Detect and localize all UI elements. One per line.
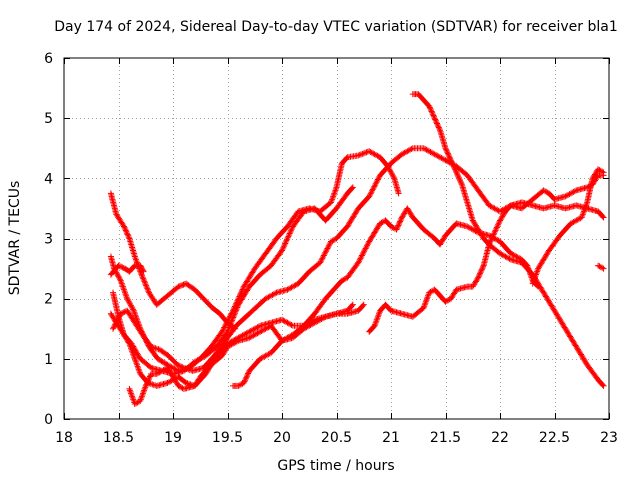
x-tick-label: 22.5 bbox=[539, 430, 570, 446]
x-tick-label: 19 bbox=[164, 430, 182, 446]
marker-trace bbox=[595, 262, 607, 272]
x-tick-label: 21.5 bbox=[430, 430, 461, 446]
y-tick-label: 0 bbox=[44, 412, 53, 428]
y-tick-label: 2 bbox=[44, 292, 53, 308]
x-tick-label: 23 bbox=[600, 430, 618, 446]
x-tick-label: 20 bbox=[273, 430, 291, 446]
data-points bbox=[107, 91, 607, 407]
series-trace-8 bbox=[230, 301, 356, 389]
marker-trace bbox=[409, 91, 607, 389]
x-tick-label: 21 bbox=[382, 430, 400, 446]
y-tick-label: 6 bbox=[44, 51, 53, 67]
series-trace-10 bbox=[409, 91, 607, 389]
series-trace-11 bbox=[529, 166, 607, 287]
x-tick-label: 18.5 bbox=[103, 430, 134, 446]
x-tick-label: 20.5 bbox=[321, 430, 352, 446]
y-axis-label: SDTVAR / TECUs bbox=[7, 181, 23, 296]
y-tick-label: 1 bbox=[44, 352, 53, 368]
y-tick-label: 4 bbox=[44, 171, 53, 187]
chart-title: Day 174 of 2024, Sidereal Day-to-day VTE… bbox=[54, 19, 617, 35]
series-trace-12 bbox=[595, 262, 607, 272]
y-tick-label: 3 bbox=[44, 232, 53, 248]
x-tick-label: 19.5 bbox=[212, 430, 243, 446]
x-axis-label: GPS time / hours bbox=[277, 458, 394, 474]
x-tick-label: 22 bbox=[491, 430, 509, 446]
y-tick-label: 5 bbox=[44, 111, 53, 127]
marker-trace bbox=[529, 166, 607, 287]
plot-border bbox=[63, 57, 610, 420]
x-tick-label: 18 bbox=[55, 430, 73, 446]
marker-trace bbox=[230, 301, 356, 389]
